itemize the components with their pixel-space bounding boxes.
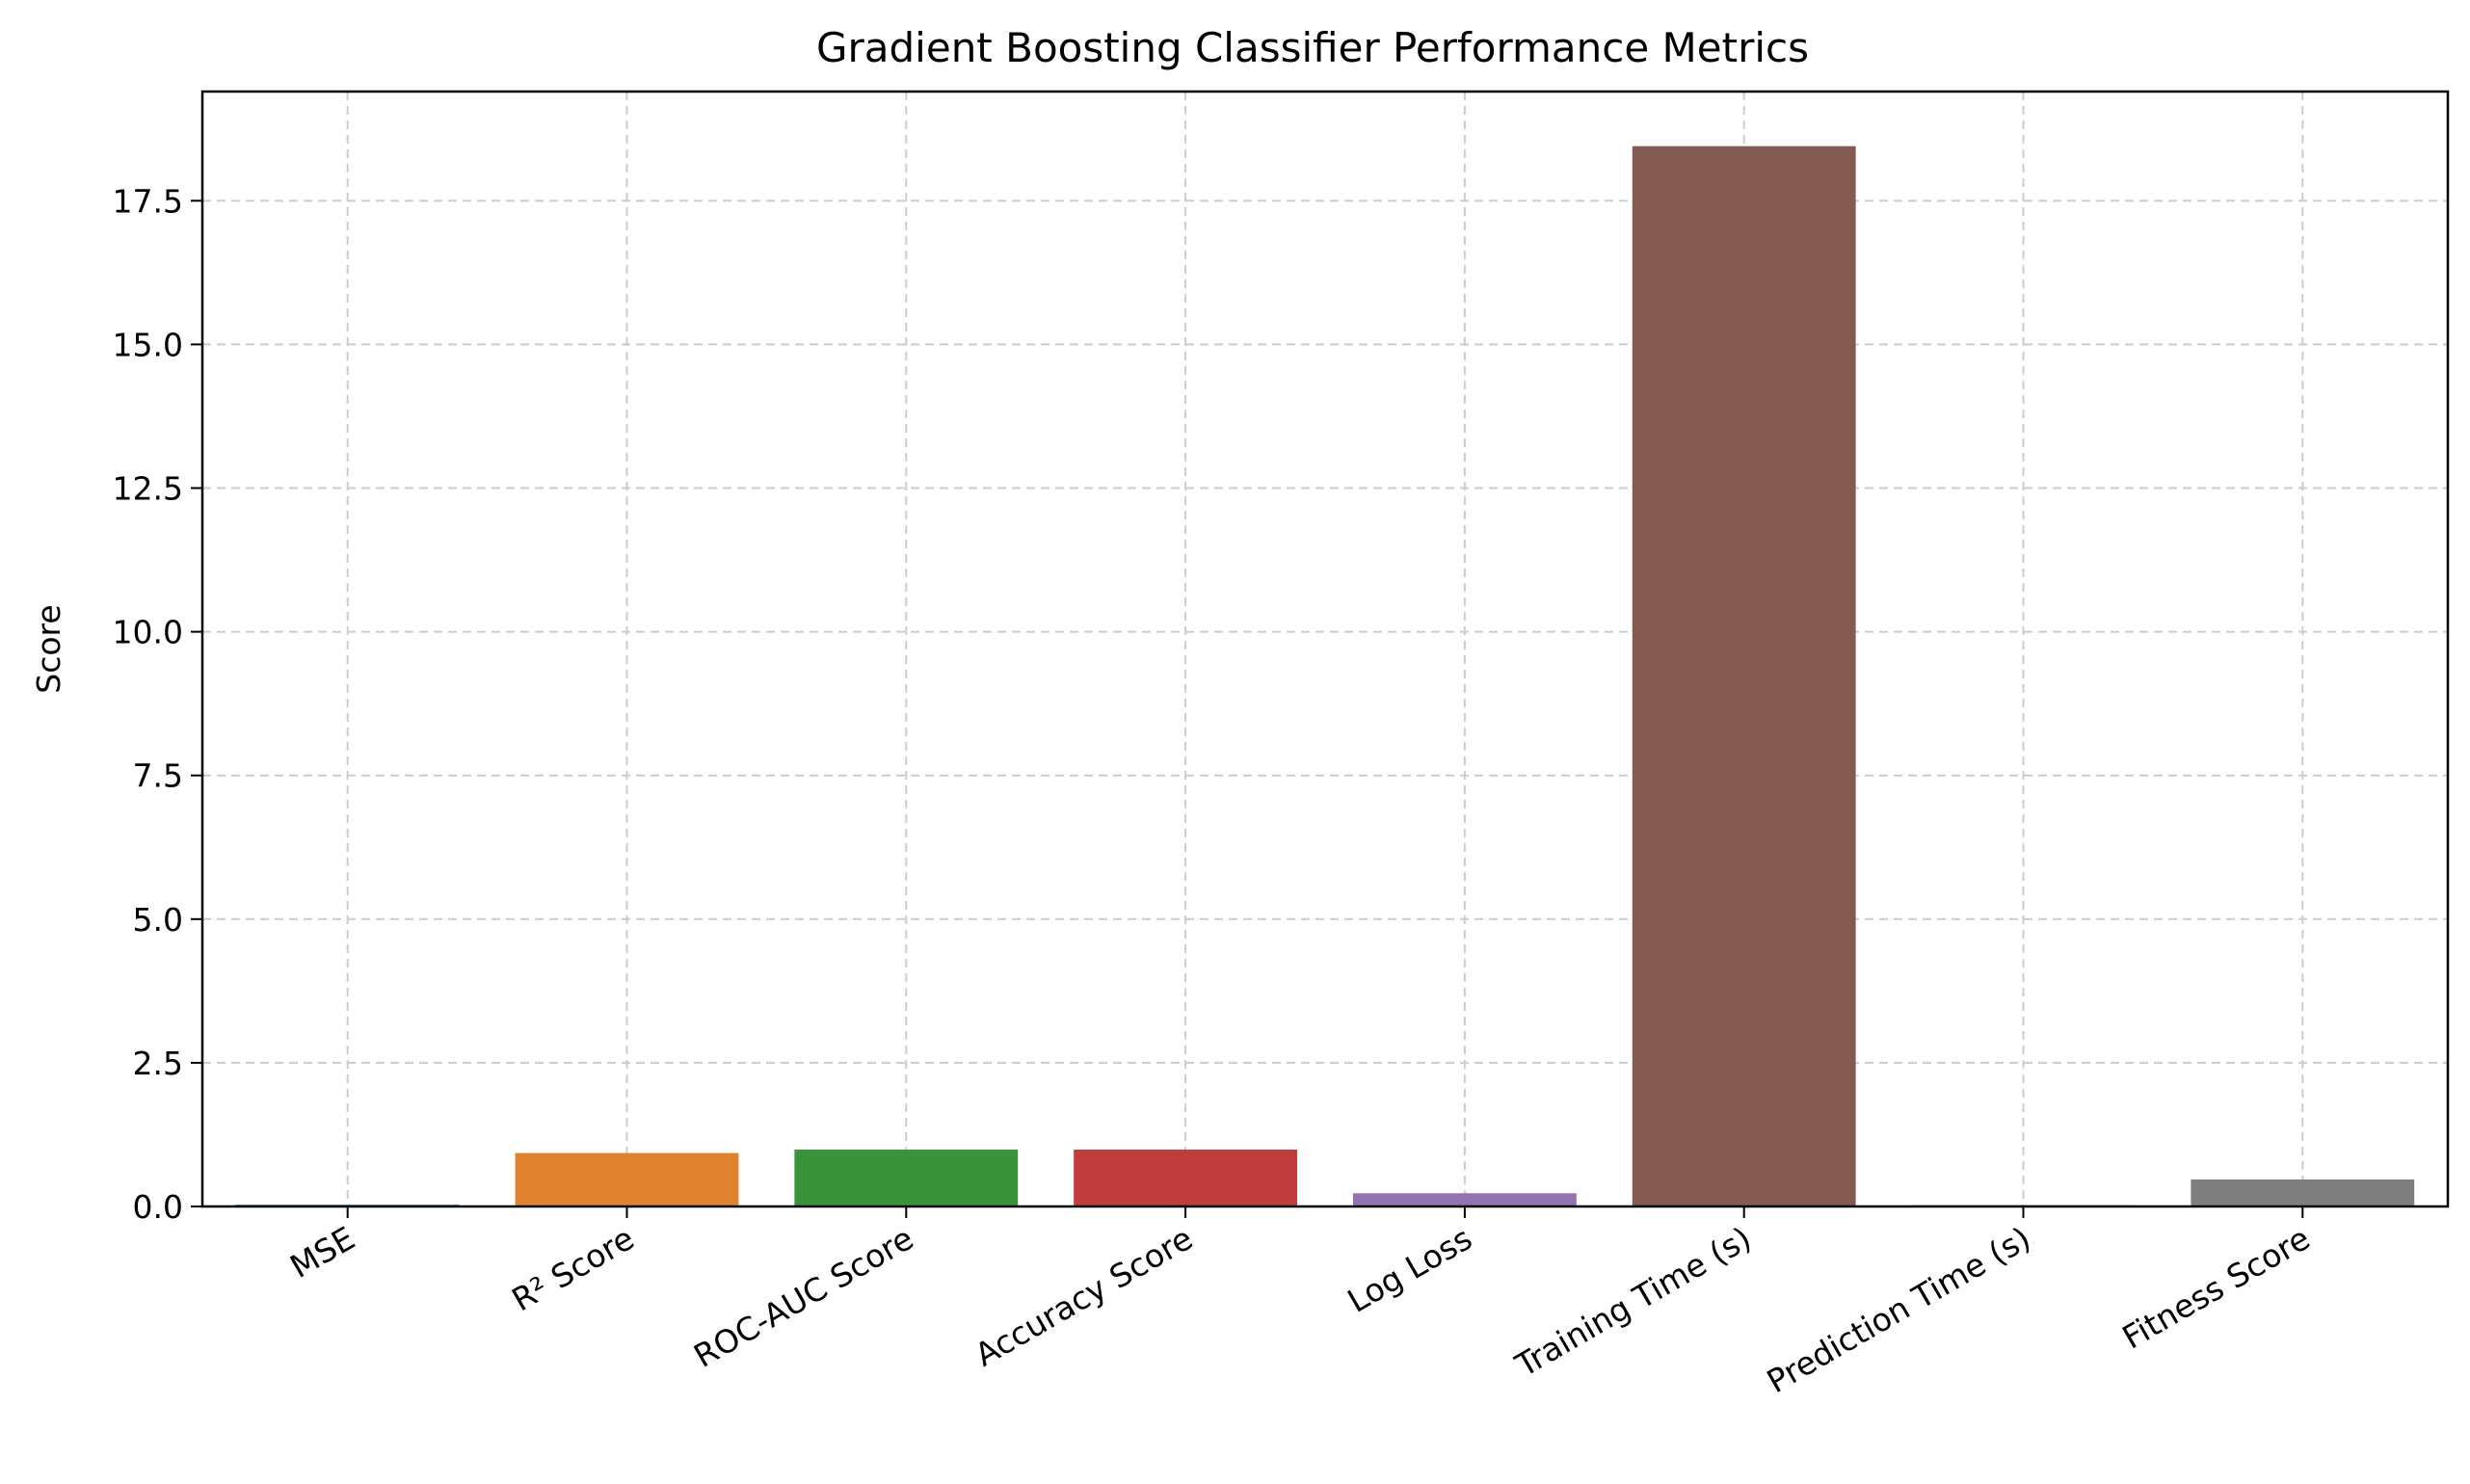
y-tick-label: 5.0 bbox=[133, 901, 183, 939]
y-tick-label: 10.0 bbox=[113, 614, 183, 651]
bar-training-time-s bbox=[1632, 146, 1856, 1206]
y-axis-label: Score bbox=[30, 604, 67, 693]
chart-title: Gradient Boosting Classifier Performance… bbox=[816, 24, 1809, 71]
bar-fitness-score bbox=[2191, 1179, 2415, 1206]
y-tick-label: 7.5 bbox=[133, 757, 183, 795]
bar-log-loss bbox=[1352, 1193, 1577, 1206]
y-tick-label: 0.0 bbox=[133, 1188, 183, 1226]
y-tick-label: 12.5 bbox=[113, 470, 183, 508]
y-tick-label: 17.5 bbox=[113, 182, 183, 220]
y-tick-label: 2.5 bbox=[133, 1045, 183, 1082]
grid-lines bbox=[202, 92, 2448, 1207]
y-tick-label: 15.0 bbox=[113, 326, 183, 363]
bar-r-score bbox=[515, 1153, 739, 1206]
bars bbox=[235, 146, 2415, 1206]
bar-accuracy-score bbox=[1074, 1149, 1298, 1206]
bar-roc-auc-score bbox=[794, 1149, 1019, 1206]
axes bbox=[200, 90, 2450, 1208]
plot-frame bbox=[200, 90, 2450, 1208]
